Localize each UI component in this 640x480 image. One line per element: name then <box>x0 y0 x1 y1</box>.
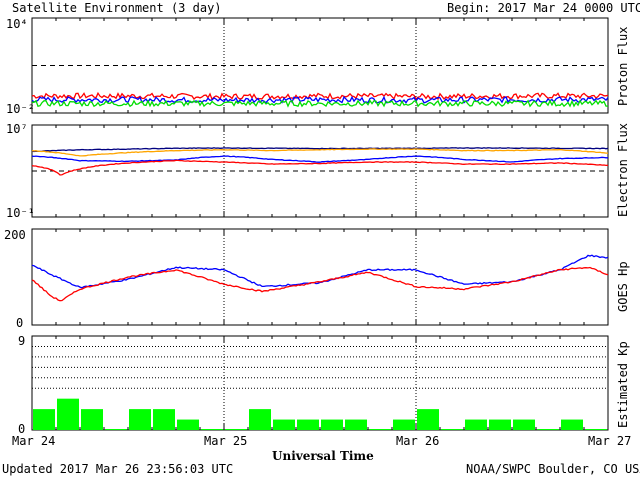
proton-ytick-bottom: 10⁻² <box>6 102 35 116</box>
kp-bar <box>537 429 559 430</box>
electron-ytick-top: 10⁷ <box>6 122 28 136</box>
kp-bar <box>105 429 127 430</box>
kp-bar <box>417 409 439 430</box>
series-line-1-1 <box>31 148 608 157</box>
panel-frame-3 <box>31 335 609 431</box>
series-line-2-1 <box>31 266 609 302</box>
begin-time: Begin: 2017 Mar 24 0000 UTC <box>447 1 640 15</box>
kp-bar <box>297 419 319 430</box>
series-line-0-0 <box>31 91 609 101</box>
hp-ytick-top: 200 <box>4 228 26 242</box>
kp-bar <box>273 419 295 430</box>
kp-bar <box>33 409 55 430</box>
kp-bar <box>129 409 151 430</box>
kp-bar <box>225 429 247 430</box>
kp-bar <box>489 419 511 430</box>
kp-bar <box>369 429 391 430</box>
x-tick-label-mar25: Mar 25 <box>204 434 248 448</box>
credit: NOAA/SWPC Boulder, CO USA <box>466 462 640 476</box>
x-tick-label-mar27: Mar 27 <box>588 434 632 448</box>
x-axis-label: Universal Time <box>272 449 374 463</box>
series-line-2-0 <box>31 254 609 289</box>
kp-bar <box>345 419 367 430</box>
kp-bar <box>177 419 199 430</box>
updated-time: Updated 2017 Mar 26 23:56:03 UTC <box>2 462 234 476</box>
series-line-0-2 <box>31 99 608 108</box>
x-tick-label-mar24: Mar 24 <box>12 434 56 448</box>
chart-title: Satellite Environment (3 day) <box>12 1 222 15</box>
kp-bar <box>249 409 271 430</box>
kp-bar <box>321 419 343 430</box>
kp-bar <box>201 429 223 430</box>
kp-bar <box>441 429 463 430</box>
kp-bar <box>393 419 415 430</box>
x-tick-label-mar26: Mar 26 <box>396 434 440 448</box>
kp-bar <box>153 409 175 430</box>
hp-ytick-bottom: 0 <box>16 316 24 330</box>
proton-ytick-top: 10⁴ <box>6 17 28 31</box>
kp-ytick-bottom: 0 <box>18 422 26 436</box>
series-line-1-0 <box>31 147 609 153</box>
kp-bar <box>561 419 583 430</box>
kp-bar <box>585 429 607 430</box>
kp-bar <box>465 419 487 430</box>
kp-bar <box>81 409 103 430</box>
kp-bar <box>57 398 79 430</box>
panel-frame-2 <box>31 228 609 326</box>
kp-ytick-top: 9 <box>18 334 26 348</box>
kp-bar <box>513 419 535 430</box>
series-line-1-3 <box>31 159 609 176</box>
electron-ytick-bottom: 10⁻¹ <box>6 206 35 220</box>
series-line-1-2 <box>31 155 608 163</box>
